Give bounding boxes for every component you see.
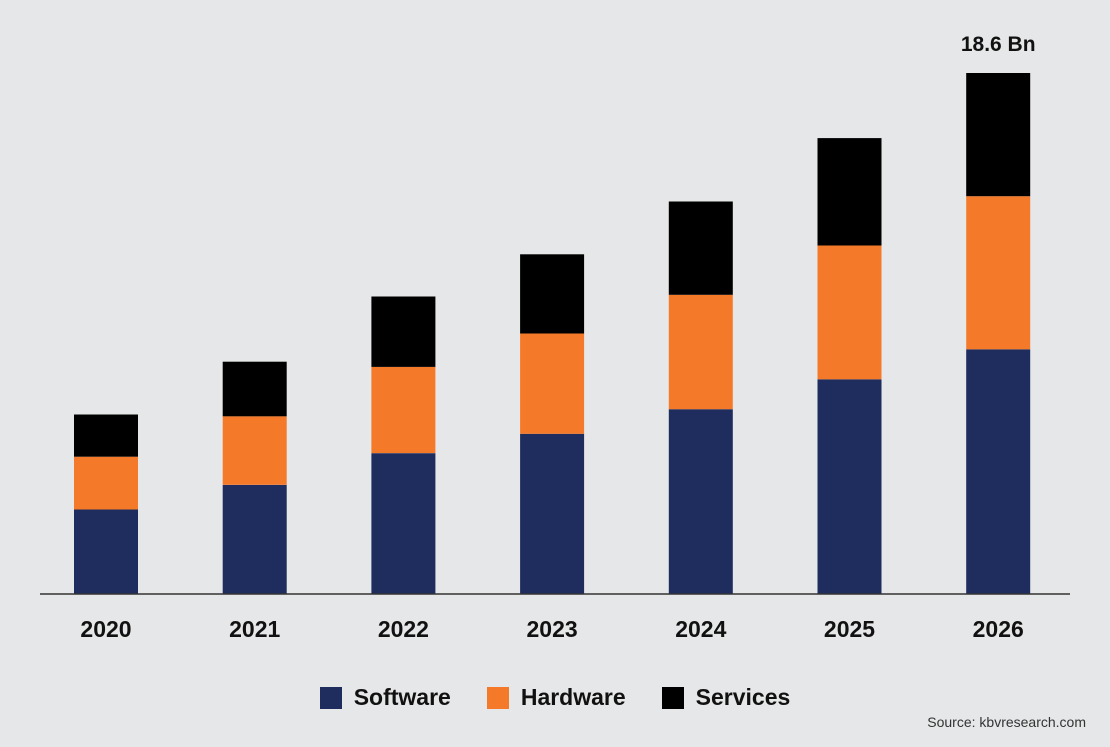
bar-segment-services-2023	[520, 254, 585, 334]
bars-layer	[74, 73, 1031, 594]
legend-swatch-hardware	[486, 686, 509, 709]
x-tick-label-2022: 2022	[378, 616, 429, 642]
bar-segment-hardware-2021	[222, 416, 287, 485]
x-tick-label-2023: 2023	[527, 616, 578, 642]
x-tick-label-2024: 2024	[675, 616, 726, 642]
bar-segment-software-2021	[222, 484, 287, 594]
bar-segment-software-2023	[520, 433, 585, 594]
legend-label-hardware: Hardware	[520, 684, 626, 710]
x-tick-label-2021: 2021	[229, 616, 280, 642]
bar-segment-software-2022	[371, 453, 436, 594]
legend-swatch-services	[661, 686, 684, 709]
bar-segment-hardware-2025	[817, 245, 882, 380]
bar-segment-hardware-2024	[668, 294, 733, 410]
legend-item-services: Services	[661, 684, 791, 711]
bar-segment-services-2020	[74, 414, 138, 457]
total-label-2026: 18.6 Bn	[961, 33, 1036, 56]
legend-item-software: Software	[319, 684, 451, 711]
bar-segment-software-2025	[817, 379, 882, 594]
legend-swatch-software	[319, 686, 342, 709]
x-tick-label-2020: 2020	[80, 616, 131, 642]
legend-label-services: Services	[695, 684, 791, 710]
bar-segment-software-2024	[668, 409, 733, 594]
bar-segment-services-2024	[668, 201, 733, 295]
legend-item-hardware: Hardware	[486, 684, 626, 711]
bar-segment-hardware-2026	[966, 196, 1031, 350]
legend-label-software: Software	[353, 684, 451, 710]
bar-segment-services-2022	[371, 296, 436, 367]
bar-segment-hardware-2023	[520, 333, 585, 434]
bar-segment-services-2021	[222, 361, 287, 417]
source-credit: Source: kbvresearch.com	[927, 714, 1086, 730]
legend: Software Hardware Services	[0, 684, 1110, 711]
bar-segment-software-2026	[966, 349, 1031, 594]
bar-segment-services-2025	[817, 138, 882, 246]
x-tick-label-2025: 2025	[824, 616, 875, 642]
bar-segment-hardware-2022	[371, 366, 436, 454]
x-tick-label-2026: 2026	[973, 616, 1024, 642]
x-tick-labels: 2020 2021 2022 2023 2024 2025 2026	[80, 616, 1023, 642]
bar-segment-software-2020	[74, 509, 138, 594]
bar-segment-services-2026	[966, 73, 1031, 197]
total-annotations: 18.6 Bn	[961, 33, 1036, 56]
bar-segment-hardware-2020	[74, 456, 138, 510]
